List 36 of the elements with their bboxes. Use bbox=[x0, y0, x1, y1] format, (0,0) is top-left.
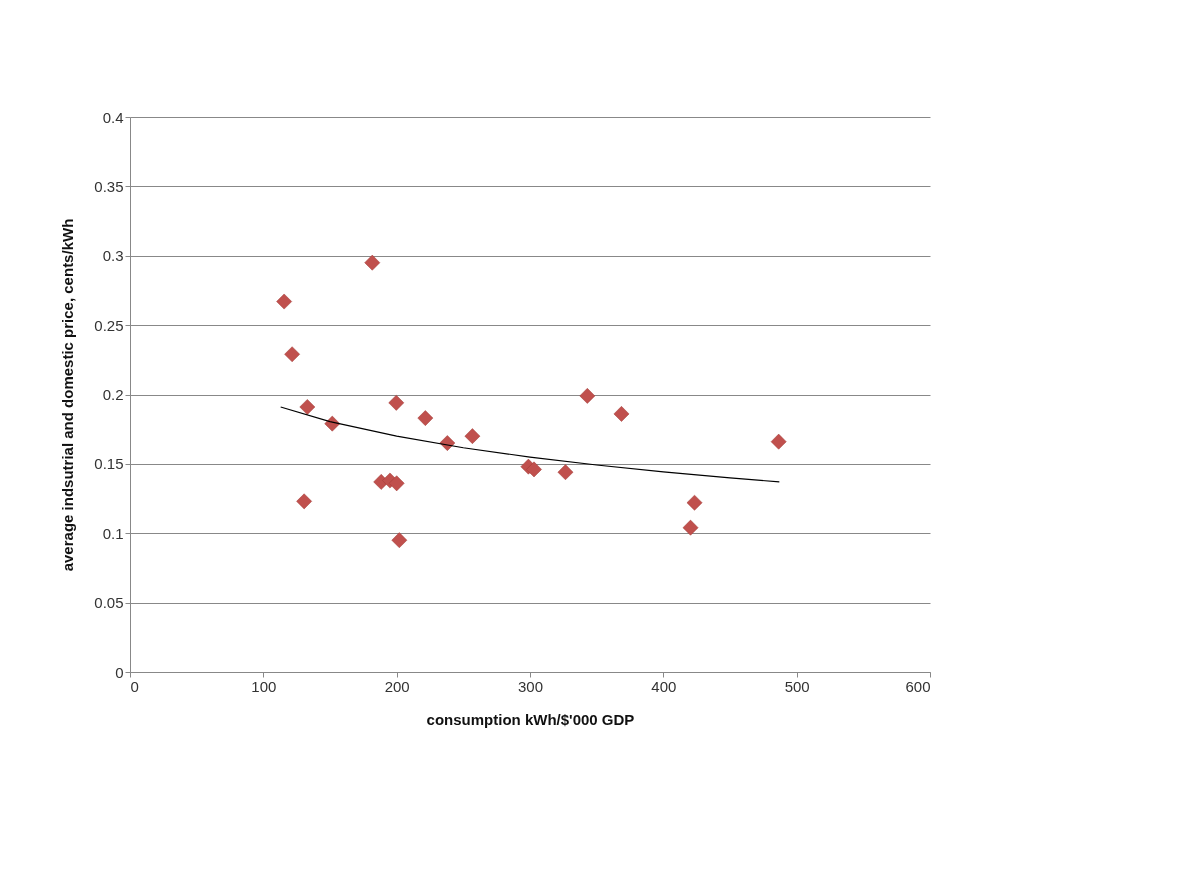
point bbox=[388, 394, 405, 411]
x-tick-label: 300 bbox=[517, 677, 544, 695]
point bbox=[299, 399, 316, 415]
x-tick-label: 200 bbox=[384, 677, 410, 695]
point bbox=[613, 406, 630, 422]
x-axis-title: consumption kWh/$'000 GDP bbox=[426, 710, 635, 728]
y-tick-label: 0.2 bbox=[102, 386, 124, 403]
line-series bbox=[280, 406, 780, 483]
point bbox=[364, 254, 381, 271]
point bbox=[388, 475, 405, 492]
point bbox=[276, 293, 292, 310]
point bbox=[682, 519, 699, 536]
point bbox=[417, 410, 434, 426]
y-axis-title: average indsutrial and domestic price, cents/kWh bbox=[59, 218, 77, 572]
y-tick-label: 0 bbox=[115, 663, 124, 681]
y-tick-label: 0.15 bbox=[94, 455, 124, 473]
y-tick-label: 0.05 bbox=[94, 594, 124, 612]
point bbox=[284, 346, 300, 363]
x-tick-label: 600 bbox=[905, 677, 931, 695]
point bbox=[557, 464, 574, 481]
y-tick-label: 0.1 bbox=[102, 524, 124, 542]
x-tick-label: 400 bbox=[651, 677, 677, 695]
point bbox=[770, 433, 787, 450]
y-tick-label: 0.25 bbox=[94, 316, 124, 334]
y-tick-label: 0.4 bbox=[102, 108, 124, 126]
x-tick-label: 100 bbox=[251, 677, 277, 695]
point bbox=[464, 428, 481, 444]
point bbox=[526, 461, 542, 478]
point bbox=[579, 388, 596, 404]
y-tick-label: 0.3 bbox=[102, 247, 124, 265]
y-tick-label: 0.35 bbox=[94, 177, 124, 195]
point bbox=[686, 494, 703, 511]
x-tick-label: 500 bbox=[784, 677, 810, 695]
x-tick-label: 0 bbox=[130, 677, 139, 695]
point bbox=[391, 532, 408, 549]
point bbox=[296, 493, 312, 510]
